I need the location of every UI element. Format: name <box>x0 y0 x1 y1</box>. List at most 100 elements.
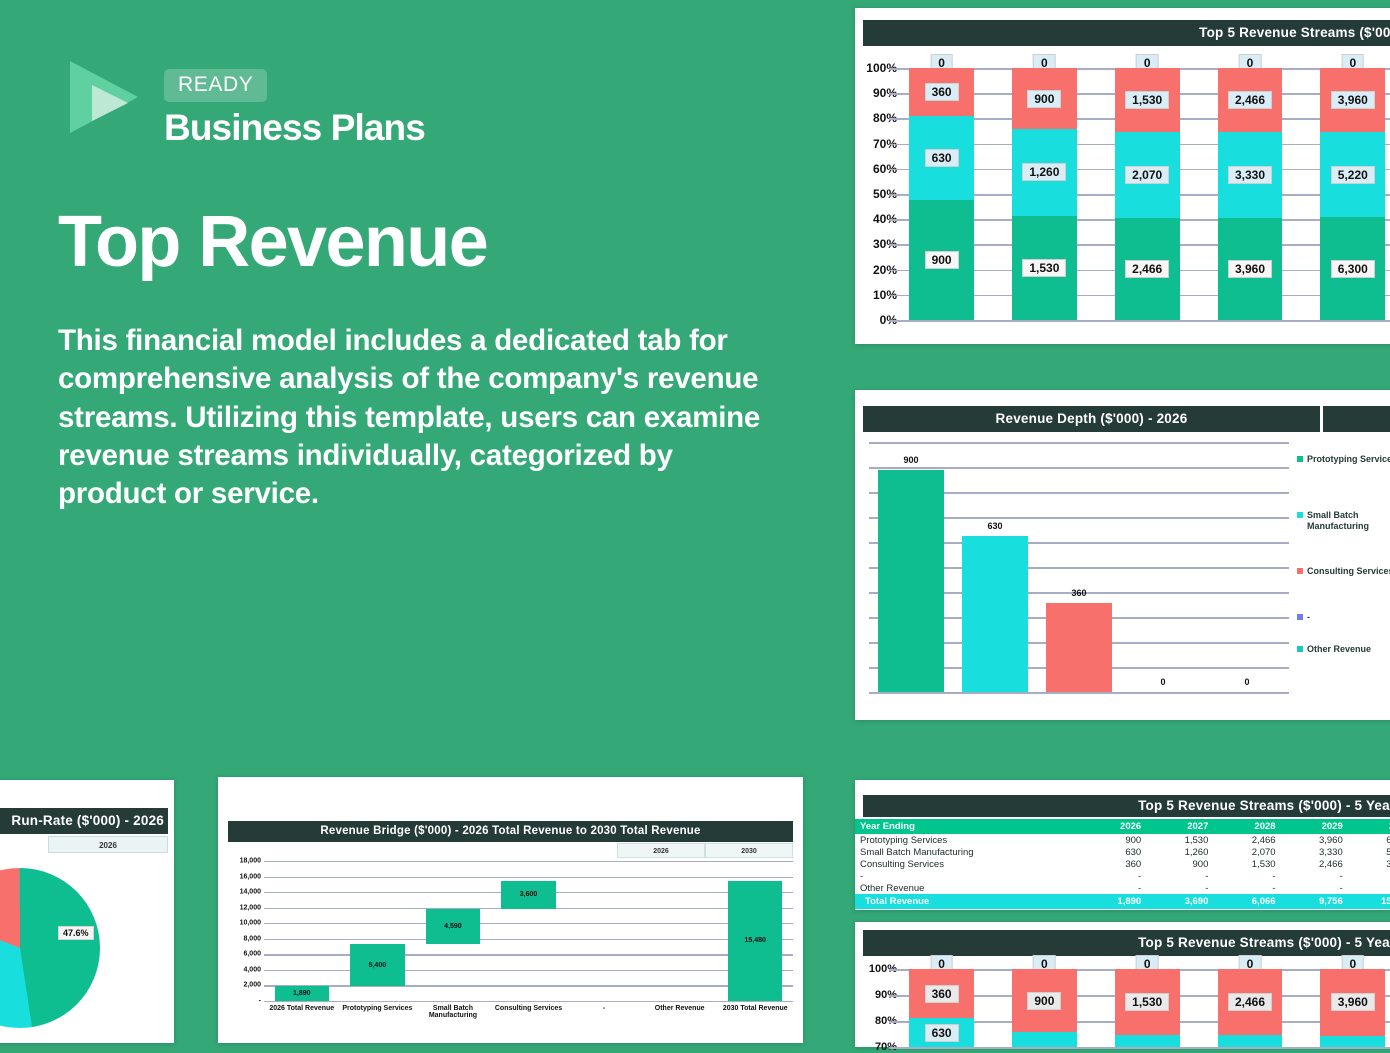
column-header: 2030 <box>1347 819 1390 834</box>
y-tick: 60% <box>872 161 897 176</box>
segment-label: 5,220 <box>1330 165 1375 184</box>
column-header: 2026 <box>1079 819 1147 834</box>
axis-tick <box>889 244 901 246</box>
bar-segment <box>1012 1032 1077 1047</box>
y-tick: 20% <box>872 262 897 277</box>
top-revenue-streams-chart-card: Top 5 Revenue Streams ($'000) 100% 90% 80%… <box>855 8 1390 344</box>
x-tick-label: Other Revenue <box>654 1005 705 1012</box>
y-tick: 12,000 <box>239 904 261 912</box>
table-cell: - <box>1138 870 1142 882</box>
table-cell: 3,960 <box>1386 858 1390 870</box>
table-cell: - <box>1348 882 1390 894</box>
table-row: Consulting Services 360 900 1,530 2,466 3,960 <box>855 858 1390 870</box>
hero-panel: READY Business Plans Top Revenue This fi… <box>0 0 830 760</box>
brand-name: Business Plans <box>164 107 426 148</box>
column-header: Year Ending <box>855 819 1079 834</box>
bar-value-label: 3,600 <box>519 891 538 899</box>
table-cell: 1,530 <box>1184 834 1209 846</box>
bar-segment <box>1320 1035 1386 1047</box>
x-tick-label: Consulting Services <box>494 1005 563 1012</box>
bar-value-label: 0 <box>1160 677 1166 687</box>
legend-item: Other Revenue <box>1297 644 1371 655</box>
y-tick: 10,000 <box>239 919 261 927</box>
bar-segment: 360 <box>909 68 974 116</box>
bar-series: 900 630 360 0 0 <box>869 442 1289 692</box>
bar-segment <box>1217 1034 1283 1047</box>
five-year-stacked-chart-card: Top 5 Revenue Streams ($'000) - 5 Years … <box>855 922 1390 1053</box>
y-tick: 40% <box>872 212 897 227</box>
legend-swatch-icon <box>1297 646 1303 652</box>
pie-label-1: 47.6% <box>58 926 94 940</box>
gridline <box>264 969 793 972</box>
year-chip: 2026 <box>617 843 705 858</box>
table-row: Small Batch Manufacturing 630 1,260 2,070 3,… <box>855 846 1390 858</box>
axis-tick <box>889 969 901 971</box>
table-cell: 9,756 <box>1280 894 1348 909</box>
revenue-streams-table: Year Ending20262027202820292030 Prototyp… <box>855 819 1390 909</box>
bar-segment: 1,260 <box>1012 129 1077 216</box>
axis-tick <box>889 68 901 70</box>
y-tick: 100% <box>866 61 897 75</box>
segment-label: 2,466 <box>1227 992 1272 1011</box>
bar: 360 <box>1046 588 1112 692</box>
bar-segment: 3,960 <box>1320 969 1386 1036</box>
bar: 630 <box>962 521 1028 692</box>
table-row: Prototyping Services 900 1,530 2,466 3,960 6,… <box>855 834 1390 846</box>
bar-slot: 4,590 <box>415 861 491 1001</box>
gridline <box>869 492 1289 494</box>
bar-slot <box>566 861 642 1001</box>
legend-swatch-icon <box>1297 456 1303 462</box>
axis-tick <box>889 194 901 196</box>
bar-series: 0 360 630 900 0 900 1,260 1,530 0 1,530 2,070 2,466… <box>901 54 1390 321</box>
segment-label: 3,960 <box>1227 259 1272 278</box>
bar-slot <box>642 861 718 1001</box>
legend-label: - <box>1307 612 1310 622</box>
segment-label: 630 <box>924 149 959 167</box>
gridline <box>264 923 793 925</box>
segment-label: 1,530 <box>1022 258 1067 277</box>
y-tick: 2,000 <box>243 981 261 989</box>
table-header-row: Year Ending20262027202820292030 <box>855 819 1390 834</box>
legend-label: Small Batch Manufacturing <box>1307 510 1369 531</box>
bar: 4,590 <box>425 908 481 945</box>
column-header: 2029 <box>1280 819 1348 834</box>
y-tick: 90% <box>872 86 897 101</box>
table-cell: - <box>1138 882 1142 894</box>
five-year-table-card: Top 5 Revenue Streams ($'000) - 5 Years … <box>855 780 1390 910</box>
gridline <box>869 592 1289 594</box>
bar-slot: 0 <box>1121 442 1205 692</box>
bar-segment: 2,466 <box>1114 217 1180 320</box>
bar: 1,890 <box>274 986 329 1001</box>
y-tick: 18,000 <box>239 857 261 865</box>
table-cell: 2,466 <box>1318 858 1343 870</box>
bar: 3,600 <box>501 880 556 909</box>
chart-legend: Prototyping Services Small Batch Manufact… <box>1289 442 1390 692</box>
bar-segment: 900 <box>1012 68 1077 130</box>
table-row: 0 900 1,260 1,530 <box>1004 54 1107 320</box>
segment-label: 1,260 <box>1022 163 1067 182</box>
bar-slot: 3,600 <box>491 861 567 1001</box>
segment-label: 900 <box>1027 991 1062 1010</box>
row-label: Prototyping Services <box>860 834 948 846</box>
y-tick: 10% <box>872 287 897 302</box>
bar-slot: 1,890 <box>264 861 340 1001</box>
y-tick: 70% <box>872 136 897 151</box>
gridline <box>264 861 793 863</box>
row-label: Small Batch Manufacturing <box>860 846 974 858</box>
run-rate-pie-card: Run-Rate ($'000) - 2026 2026 0.0% 0.0% 1… <box>0 780 174 1043</box>
gridline <box>869 692 1289 694</box>
bar-segment: 1,530 <box>1114 68 1180 132</box>
legend-item: Prototyping Services <box>1297 454 1390 465</box>
y-axis-labels: 18,000 16,000 14,000 12,000 10,000 8,000 6,000… <box>228 857 264 1005</box>
table-cell: 3,690 <box>1146 894 1214 909</box>
table-cell: 5,220 <box>1386 846 1390 858</box>
bar-segment <box>1114 1034 1180 1047</box>
axis-tick <box>889 1021 901 1023</box>
revenue-bridge-chart-card: Revenue Bridge ($'000) - 2026 Total Reve… <box>218 777 803 1043</box>
bar-slot: 0 900 <box>1004 955 1107 1047</box>
y-axis-labels: 100% 90% 80% 70% <box>855 963 901 1053</box>
chart-title-revenue-depth: Revenue Depth ($'000) - 2026 <box>863 406 1320 432</box>
legend-item: Consulting Services <box>1297 566 1390 577</box>
bridge-year-chips: 2026 2030 <box>617 843 793 858</box>
legend-label: Prototyping Services <box>1307 454 1390 464</box>
